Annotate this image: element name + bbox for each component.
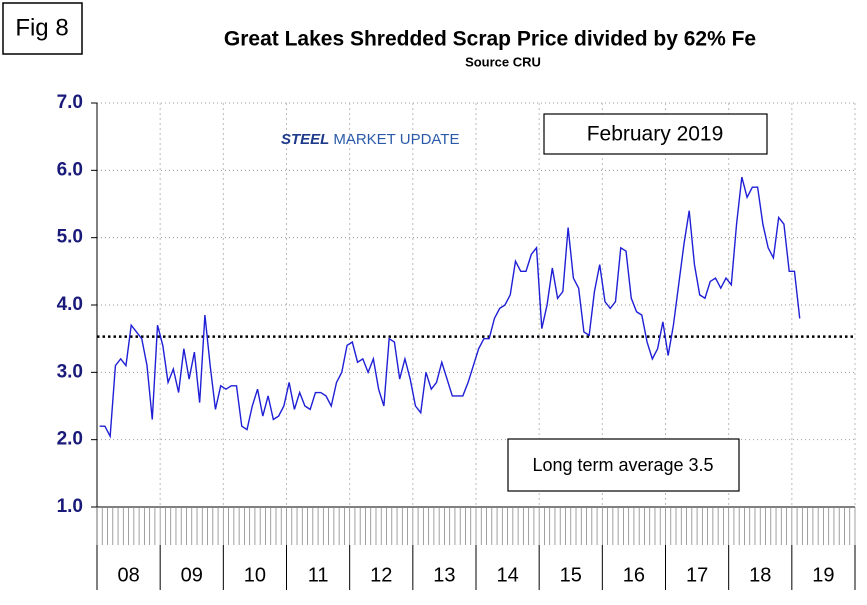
y-tick-label: 1.0 <box>57 496 83 517</box>
logo: STEEL MARKET UPDATE <box>281 131 459 148</box>
y-tick-label: 5.0 <box>57 227 83 248</box>
average-label: Long term average 3.5 <box>532 455 713 475</box>
date-note: February 2019 <box>587 123 724 146</box>
x-tick-label: 15 <box>560 564 582 586</box>
y-tick-label: 6.0 <box>57 159 83 180</box>
x-tick-label: 14 <box>496 564 518 586</box>
average-box <box>507 438 740 492</box>
x-tick-label: 12 <box>370 564 392 586</box>
x-tick-label: 18 <box>749 564 771 586</box>
x-tick-label: 16 <box>623 564 645 586</box>
y-tick-label: 3.0 <box>57 361 83 382</box>
figure-label-box <box>2 2 83 55</box>
x-tick-label: 08 <box>117 564 139 586</box>
x-tick-label: 09 <box>181 564 203 586</box>
x-tick-label: 10 <box>244 564 266 586</box>
date-box <box>543 113 768 155</box>
x-tick-label: 13 <box>433 564 455 586</box>
figure-label: Fig 8 <box>15 14 68 41</box>
chart-subtitle: Source CRU <box>465 54 541 69</box>
x-tick-label: 11 <box>308 564 329 586</box>
y-tick-label: 2.0 <box>57 429 83 450</box>
x-tick-label: 17 <box>686 564 708 586</box>
y-tick-label: 4.0 <box>57 294 83 315</box>
logo-part: MARKET UPDATE <box>333 131 459 148</box>
logo-part: STEEL <box>281 131 329 148</box>
y-tick-label: 7.0 <box>57 92 83 113</box>
chart-title: Great Lakes Shredded Scrap Price divided… <box>224 28 756 51</box>
x-tick-label: 19 <box>812 564 834 586</box>
data-line <box>99 176 801 439</box>
